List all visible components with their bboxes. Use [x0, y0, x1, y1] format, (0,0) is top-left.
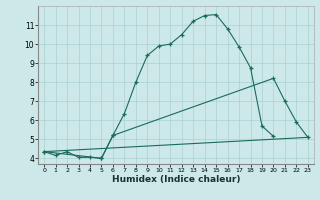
X-axis label: Humidex (Indice chaleur): Humidex (Indice chaleur)	[112, 175, 240, 184]
